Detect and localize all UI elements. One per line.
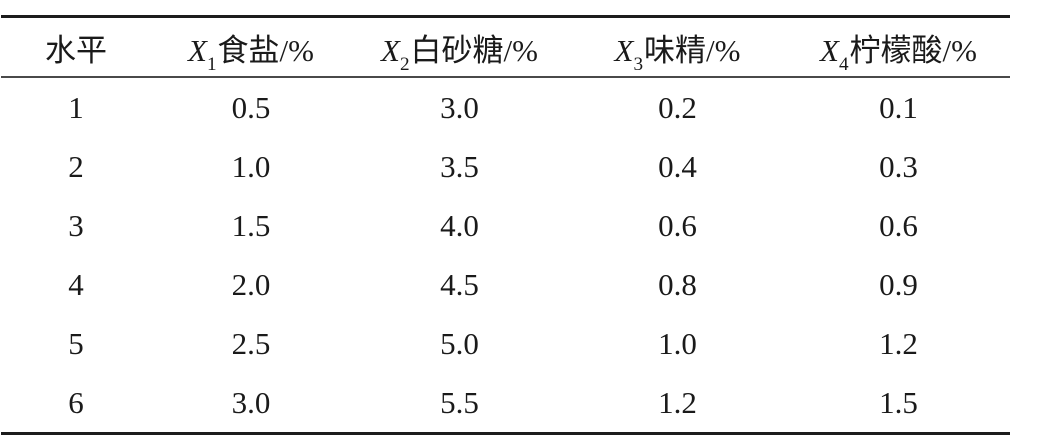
value-cell: 5.5: [440, 384, 479, 420]
value-cell: 2.0: [231, 266, 271, 302]
variable-subscript: 1: [206, 53, 217, 75]
value-cell: 0.8: [658, 266, 697, 302]
value-cell: 4.0: [440, 207, 479, 243]
column-header-label: 食盐/%: [217, 32, 314, 68]
level-cell: 6: [68, 384, 84, 420]
column-header-citric-acid: X4柠檬酸/%: [787, 17, 1010, 78]
variable-subscript: 4: [838, 53, 849, 75]
factor-level-table: 水平 X1食盐/% X2白砂糖/% X3味精/% X4柠檬酸/% 1 0.5 3.0 0.2 0…: [1, 15, 1010, 435]
value-cell: 0.6: [658, 207, 697, 243]
value-cell: 1.2: [658, 384, 697, 420]
value-cell: 2.5: [231, 325, 271, 361]
value-cell: 1.5: [879, 384, 918, 420]
column-header-label: 水平: [45, 32, 107, 68]
column-header-msg: X3味精/%: [568, 17, 787, 78]
column-header-salt: X1食盐/%: [151, 17, 351, 78]
value-cell: 4.5: [440, 266, 479, 302]
value-cell: 3.0: [440, 89, 479, 125]
value-cell: 0.9: [879, 266, 918, 302]
value-cell: 1.2: [879, 325, 918, 361]
table-body: 1 0.5 3.0 0.2 0.1 2 1.0 3.5 0.4 0.3 3 1.5 4.0 0.6 0.6 4…: [1, 77, 1010, 434]
value-cell: 1.0: [231, 148, 271, 184]
table-row: 5 2.5 5.0 1.0 1.2: [1, 314, 1010, 373]
column-header-label: 柠檬酸/%: [849, 32, 977, 68]
value-cell: 3.0: [231, 384, 271, 420]
value-cell: 0.5: [231, 89, 271, 125]
variable-symbol: X: [381, 32, 400, 68]
table-row: 6 3.0 5.5 1.2 1.5: [1, 373, 1010, 434]
table-header: 水平 X1食盐/% X2白砂糖/% X3味精/% X4柠檬酸/%: [1, 17, 1010, 78]
column-header-label: 味精/%: [644, 32, 741, 68]
value-cell: 3.5: [440, 148, 479, 184]
value-cell: 5.0: [440, 325, 479, 361]
level-cell: 4: [68, 266, 84, 302]
level-cell: 3: [68, 207, 84, 243]
variable-subscript: 3: [633, 53, 644, 75]
variable-symbol: X: [188, 32, 207, 68]
header-row: 水平 X1食盐/% X2白砂糖/% X3味精/% X4柠檬酸/%: [1, 17, 1010, 78]
table-row: 2 1.0 3.5 0.4 0.3: [1, 137, 1010, 196]
variable-symbol: X: [614, 32, 634, 68]
level-cell: 5: [68, 325, 84, 361]
value-cell: 0.1: [879, 89, 918, 125]
value-cell: 0.6: [879, 207, 918, 243]
column-header-label: 白砂糖/%: [410, 32, 538, 68]
level-cell: 1: [68, 89, 84, 125]
table-row: 1 0.5 3.0 0.2 0.1: [1, 77, 1010, 137]
variable-subscript: 2: [399, 53, 410, 75]
table-row: 4 2.0 4.5 0.8 0.9: [1, 255, 1010, 314]
column-header-white-sugar: X2白砂糖/%: [351, 17, 568, 78]
variable-symbol: X: [820, 32, 839, 68]
value-cell: 0.3: [879, 148, 918, 184]
value-cell: 0.2: [658, 89, 697, 125]
value-cell: 1.5: [231, 207, 271, 243]
value-cell: 0.4: [658, 148, 697, 184]
table-row: 3 1.5 4.0 0.6 0.6: [1, 196, 1010, 255]
column-header-level: 水平: [1, 17, 151, 78]
value-cell: 1.0: [658, 325, 697, 361]
level-cell: 2: [68, 148, 84, 184]
